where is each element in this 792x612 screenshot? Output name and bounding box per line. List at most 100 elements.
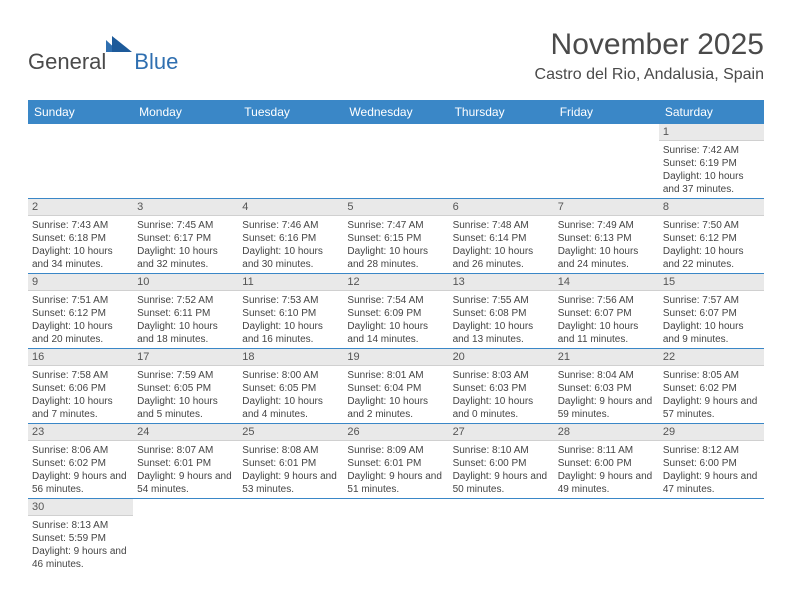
calendar-cell: 4Sunrise: 7:46 AMSunset: 6:16 PMDaylight… (238, 199, 343, 274)
day-number: 22 (659, 349, 764, 366)
day-number: 21 (554, 349, 659, 366)
day-details: Sunrise: 8:12 AMSunset: 6:00 PMDaylight:… (659, 441, 764, 498)
day-details: Sunrise: 7:59 AMSunset: 6:05 PMDaylight:… (133, 366, 238, 423)
daylight-text: Daylight: 9 hours and 47 minutes. (663, 470, 760, 496)
day-details: Sunrise: 7:42 AMSunset: 6:19 PMDaylight:… (659, 141, 764, 198)
sunrise-text: Sunrise: 7:51 AM (32, 294, 129, 307)
calendar-cell: 15Sunrise: 7:57 AMSunset: 6:07 PMDayligh… (659, 274, 764, 349)
sunrise-text: Sunrise: 8:06 AM (32, 444, 129, 457)
calendar-cell (238, 124, 343, 199)
calendar-week-row: 2Sunrise: 7:43 AMSunset: 6:18 PMDaylight… (28, 199, 764, 274)
sunset-text: Sunset: 6:15 PM (347, 232, 444, 245)
calendar-cell: 6Sunrise: 7:48 AMSunset: 6:14 PMDaylight… (449, 199, 554, 274)
calendar-cell: 27Sunrise: 8:10 AMSunset: 6:00 PMDayligh… (449, 424, 554, 499)
day-number: 8 (659, 199, 764, 216)
calendar-cell: 7Sunrise: 7:49 AMSunset: 6:13 PMDaylight… (554, 199, 659, 274)
day-number: 27 (449, 424, 554, 441)
calendar-cell: 12Sunrise: 7:54 AMSunset: 6:09 PMDayligh… (343, 274, 448, 349)
sunrise-text: Sunrise: 8:08 AM (242, 444, 339, 457)
daylight-text: Daylight: 10 hours and 5 minutes. (137, 395, 234, 421)
weekday-header: Sunday (28, 100, 133, 124)
day-details: Sunrise: 7:52 AMSunset: 6:11 PMDaylight:… (133, 291, 238, 348)
day-details: Sunrise: 7:50 AMSunset: 6:12 PMDaylight:… (659, 216, 764, 273)
day-number: 7 (554, 199, 659, 216)
sunrise-text: Sunrise: 7:47 AM (347, 219, 444, 232)
calendar-cell: 19 Sunrise: 8:01 AMSunset: 6:04 PMDayligh… (343, 349, 448, 424)
calendar-cell: 20Sunrise: 8:03 AMSunset: 6:03 PMDayligh… (449, 349, 554, 424)
day-details: Sunrise: 7:57 AMSunset: 6:07 PMDaylight:… (659, 291, 764, 348)
day-number: 15 (659, 274, 764, 291)
sunrise-text: Sunrise: 7:42 AM (663, 144, 760, 157)
daylight-text: Daylight: 9 hours and 53 minutes. (242, 470, 339, 496)
day-details: Sunrise: 8:03 AMSunset: 6:03 PMDaylight:… (449, 366, 554, 423)
weekday-header: Monday (133, 100, 238, 124)
calendar-cell: 10Sunrise: 7:52 AMSunset: 6:11 PMDayligh… (133, 274, 238, 349)
sunset-text: Sunset: 6:04 PM (347, 382, 444, 395)
calendar-cell: 11Sunrise: 7:53 AMSunset: 6:10 PMDayligh… (238, 274, 343, 349)
calendar-week-row: 16Sunrise: 7:58 AMSunset: 6:06 PMDayligh… (28, 349, 764, 424)
calendar-cell (28, 124, 133, 199)
logo: General Blue (28, 28, 178, 75)
daylight-text: Daylight: 10 hours and 28 minutes. (347, 245, 444, 271)
day-number: 17 (133, 349, 238, 366)
sunset-text: Sunset: 5:59 PM (32, 532, 129, 545)
day-details: Sunrise: 8:07 AMSunset: 6:01 PMDaylight:… (133, 441, 238, 498)
day-details: Sunrise: 7:43 AMSunset: 6:18 PMDaylight:… (28, 216, 133, 273)
daylight-text: Daylight: 10 hours and 14 minutes. (347, 320, 444, 346)
calendar-cell: 17Sunrise: 7:59 AMSunset: 6:05 PMDayligh… (133, 349, 238, 424)
sunrise-text: Sunrise: 8:05 AM (663, 369, 760, 382)
daylight-text: Daylight: 10 hours and 16 minutes. (242, 320, 339, 346)
calendar-cell: 23Sunrise: 8:06 AMSunset: 6:02 PMDayligh… (28, 424, 133, 499)
day-number: 24 (133, 424, 238, 441)
calendar-cell: 3Sunrise: 7:45 AMSunset: 6:17 PMDaylight… (133, 199, 238, 274)
sunset-text: Sunset: 6:06 PM (32, 382, 129, 395)
calendar-cell: 8Sunrise: 7:50 AMSunset: 6:12 PMDaylight… (659, 199, 764, 274)
daylight-text: Daylight: 9 hours and 56 minutes. (32, 470, 129, 496)
day-number: 13 (449, 274, 554, 291)
day-number: 26 (343, 424, 448, 441)
daylight-text: Daylight: 10 hours and 32 minutes. (137, 245, 234, 271)
daylight-text: Daylight: 10 hours and 11 minutes. (558, 320, 655, 346)
sunrise-text: Sunrise: 7:54 AM (347, 294, 444, 307)
sunrise-text: Sunrise: 8:11 AM (558, 444, 655, 457)
weekday-header: Friday (554, 100, 659, 124)
sunset-text: Sunset: 6:00 PM (453, 457, 550, 470)
header: General Blue November 2025 Castro del Ri… (0, 0, 792, 92)
sunrise-text: Sunrise: 8:04 AM (558, 369, 655, 382)
day-number: 20 (449, 349, 554, 366)
sunset-text: Sunset: 6:14 PM (453, 232, 550, 245)
calendar-cell: 25Sunrise: 8:08 AMSunset: 6:01 PMDayligh… (238, 424, 343, 499)
day-number: 30 (28, 499, 133, 516)
daylight-text: Daylight: 10 hours and 37 minutes. (663, 170, 760, 196)
calendar-cell: 29Sunrise: 8:12 AMSunset: 6:00 PMDayligh… (659, 424, 764, 499)
sunrise-text: Sunrise: 8:10 AM (453, 444, 550, 457)
calendar-cell (554, 499, 659, 574)
sunset-text: Sunset: 6:00 PM (663, 457, 760, 470)
sunset-text: Sunset: 6:19 PM (663, 157, 760, 170)
daylight-text: Daylight: 10 hours and 2 minutes. (347, 395, 444, 421)
sunrise-text: Sunrise: 8:01 AM (347, 369, 444, 382)
daylight-text: Daylight: 9 hours and 49 minutes. (558, 470, 655, 496)
day-number: 19 (343, 349, 448, 366)
calendar-cell (133, 124, 238, 199)
daylight-text: Daylight: 9 hours and 46 minutes. (32, 545, 129, 571)
day-details: Sunrise: 7:54 AMSunset: 6:09 PMDaylight:… (343, 291, 448, 348)
daylight-text: Daylight: 10 hours and 24 minutes. (558, 245, 655, 271)
calendar-cell (659, 499, 764, 574)
calendar-cell: 28Sunrise: 8:11 AMSunset: 6:00 PMDayligh… (554, 424, 659, 499)
daylight-text: Daylight: 9 hours and 54 minutes. (137, 470, 234, 496)
day-details: Sunrise: 8:06 AMSunset: 6:02 PMDaylight:… (28, 441, 133, 498)
sunset-text: Sunset: 6:12 PM (663, 232, 760, 245)
day-details: Sunrise: 7:58 AMSunset: 6:06 PMDaylight:… (28, 366, 133, 423)
day-number: 16 (28, 349, 133, 366)
sunset-text: Sunset: 6:05 PM (242, 382, 339, 395)
day-number: 2 (28, 199, 133, 216)
sunset-text: Sunset: 6:02 PM (663, 382, 760, 395)
day-number: 1 (659, 124, 764, 141)
day-number: 29 (659, 424, 764, 441)
day-details: Sunrise: 7:53 AMSunset: 6:10 PMDaylight:… (238, 291, 343, 348)
calendar-cell (449, 124, 554, 199)
sunrise-text: Sunrise: 7:46 AM (242, 219, 339, 232)
daylight-text: Daylight: 10 hours and 26 minutes. (453, 245, 550, 271)
calendar-cell (133, 499, 238, 574)
